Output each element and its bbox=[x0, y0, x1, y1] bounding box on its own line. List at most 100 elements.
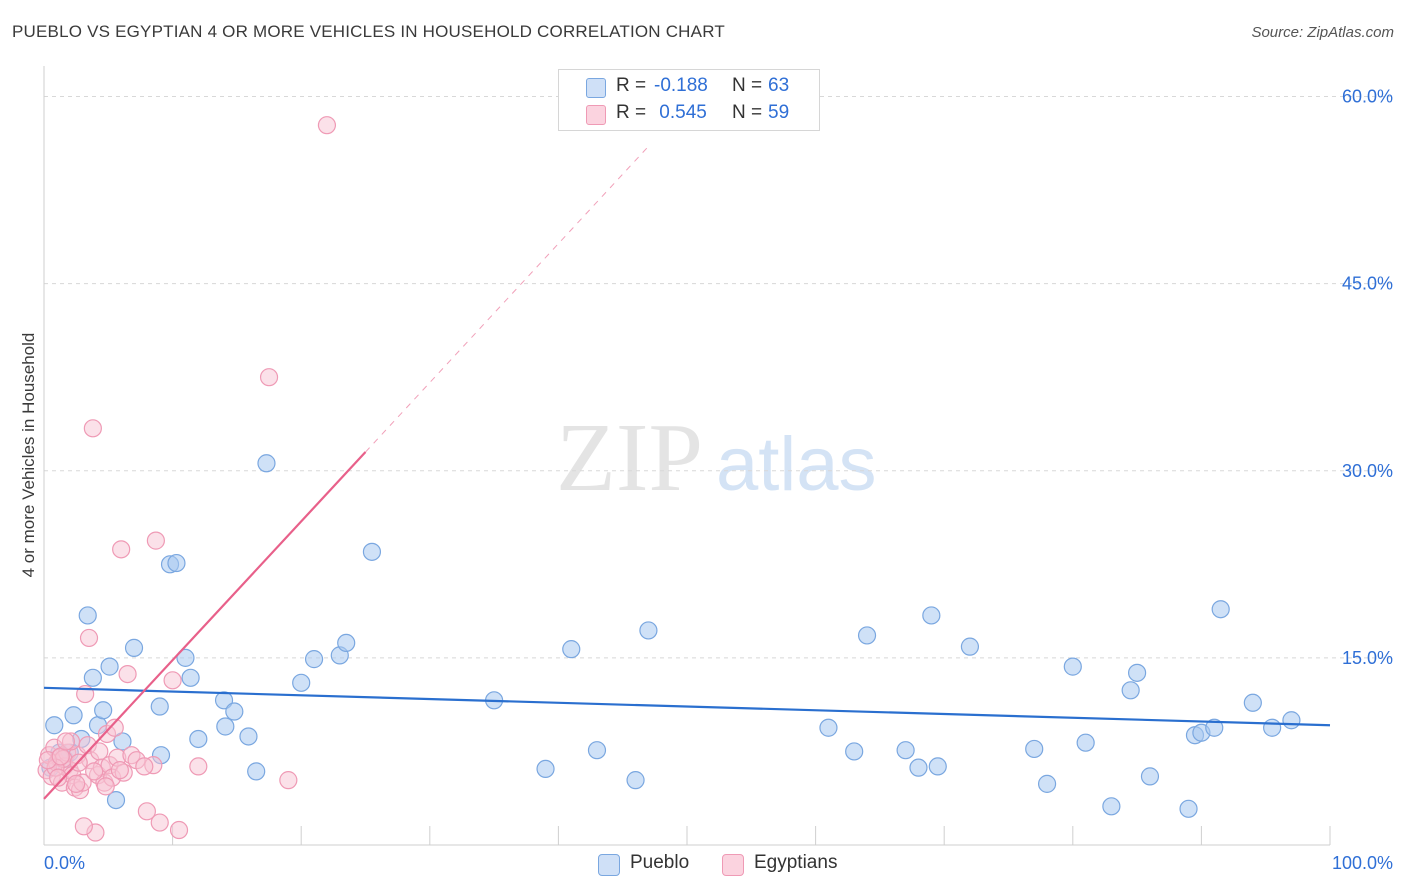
egyptians-point bbox=[317, 116, 337, 135]
egyptians-point bbox=[105, 718, 124, 737]
egyptians-point bbox=[85, 762, 104, 781]
pueblo-point bbox=[1037, 774, 1057, 793]
egyptians-point bbox=[110, 761, 129, 780]
pueblo-point bbox=[181, 668, 200, 687]
pueblo-point bbox=[239, 727, 258, 746]
pueblo-point bbox=[113, 732, 132, 751]
source-label: Source: ZipAtlas.com bbox=[1251, 24, 1394, 41]
pueblo-point bbox=[960, 637, 980, 656]
axes bbox=[43, 66, 1331, 846]
chart-title: PUEBLO VS EGYPTIAN 4 OR MORE VEHICLES IN… bbox=[12, 22, 725, 41]
x-tick-label: 100.0% bbox=[1332, 853, 1393, 873]
egyptians-point bbox=[56, 732, 75, 751]
pueblo-label: Pueblo bbox=[630, 852, 690, 873]
watermark-atlas: atlas bbox=[716, 422, 877, 507]
pueblo-point bbox=[536, 759, 555, 779]
egyptians-point bbox=[135, 757, 154, 776]
pueblo-point bbox=[216, 717, 235, 736]
pueblo-point bbox=[225, 702, 244, 721]
pueblo-point bbox=[1205, 718, 1224, 737]
r-label: R = bbox=[616, 102, 647, 123]
pueblo-point bbox=[1076, 733, 1095, 752]
pueblo-point bbox=[1102, 797, 1121, 816]
pueblo-point bbox=[150, 697, 169, 716]
watermark-zip: ZIP bbox=[556, 404, 703, 512]
pueblo-point bbox=[1127, 663, 1147, 682]
pueblo-point bbox=[1282, 711, 1301, 730]
pueblo-point bbox=[94, 701, 113, 720]
egyptians-point bbox=[279, 771, 298, 790]
pueblo-point bbox=[362, 542, 382, 561]
pueblo-point bbox=[100, 657, 119, 676]
pueblo-point bbox=[922, 606, 941, 625]
stats-legend: R = -0.188 N = 63 R = 0.545 N = 59 bbox=[558, 69, 820, 131]
pueblo-point bbox=[124, 638, 144, 657]
y-tick-label: 15.0% bbox=[1342, 648, 1393, 668]
pueblo-point bbox=[1121, 681, 1140, 700]
pueblo-point bbox=[45, 716, 64, 735]
egyptians-points bbox=[37, 116, 337, 842]
pueblo-swatch bbox=[586, 78, 606, 98]
egyptians-swatch bbox=[586, 105, 606, 125]
egyptians-trendline bbox=[43, 451, 367, 800]
pueblo-point bbox=[626, 771, 645, 790]
pueblo-point bbox=[928, 757, 947, 776]
egyptians-swatch bbox=[722, 854, 744, 876]
tick-labels: 15.0% 30.0% 45.0% 60.0% 0.0% 100.0% bbox=[44, 87, 1393, 874]
pueblo-point bbox=[247, 762, 266, 781]
pueblo-point bbox=[337, 633, 356, 653]
n-label: N = bbox=[732, 102, 763, 123]
egyptians-point bbox=[118, 664, 137, 684]
n-value: 63 bbox=[768, 75, 790, 96]
pueblo-point bbox=[1140, 767, 1160, 786]
pueblo-point bbox=[214, 691, 234, 710]
trendlines bbox=[43, 146, 1331, 800]
pueblo-point bbox=[78, 606, 97, 625]
egyptians-label: Egyptians bbox=[754, 852, 838, 873]
pueblo-point bbox=[1063, 657, 1082, 676]
egyptians-trendline bbox=[365, 146, 649, 453]
pueblo-point bbox=[562, 640, 581, 659]
egyptians-point bbox=[79, 628, 99, 648]
pueblo-point bbox=[1025, 739, 1044, 759]
pueblo-point bbox=[1211, 600, 1230, 619]
r-value: 0.545 bbox=[654, 102, 707, 123]
y-tick-label: 45.0% bbox=[1342, 274, 1393, 294]
egyptians-point bbox=[96, 777, 115, 796]
egyptians-point bbox=[49, 768, 68, 787]
pueblo-trendline bbox=[43, 686, 1331, 727]
egyptians-point bbox=[137, 802, 156, 821]
pueblo-point bbox=[1243, 693, 1262, 712]
pueblo-point bbox=[189, 729, 208, 749]
n-value: 59 bbox=[768, 102, 790, 123]
watermark: ZIP atlas bbox=[556, 404, 877, 512]
pueblo-point bbox=[896, 741, 915, 760]
pueblo-point bbox=[909, 758, 928, 777]
egyptians-point bbox=[83, 419, 102, 438]
y-tick-label: 30.0% bbox=[1342, 461, 1393, 481]
pueblo-point bbox=[257, 454, 276, 473]
egyptians-point bbox=[163, 671, 182, 690]
pueblo-swatch bbox=[598, 854, 620, 876]
pueblo-point bbox=[587, 741, 607, 760]
egyptians-point bbox=[112, 540, 131, 559]
pueblo-point bbox=[64, 706, 83, 725]
egyptians-point bbox=[74, 817, 93, 836]
egyptians-point bbox=[146, 531, 165, 550]
pueblo-point bbox=[292, 673, 311, 692]
x-tick-label: 0.0% bbox=[44, 853, 85, 873]
gridlines bbox=[44, 96, 1392, 659]
pueblo-point bbox=[83, 668, 102, 687]
egyptians-point bbox=[169, 820, 189, 840]
pueblo-point bbox=[1263, 718, 1282, 737]
pueblo-point bbox=[167, 553, 186, 573]
pueblo-point bbox=[304, 650, 324, 669]
egyptians-point bbox=[150, 813, 169, 832]
y-tick-label: 60.0% bbox=[1342, 87, 1393, 107]
pueblo-point bbox=[857, 626, 877, 645]
egyptians-point bbox=[259, 368, 279, 387]
pueblo-point bbox=[176, 648, 195, 667]
r-value: -0.188 bbox=[654, 75, 708, 96]
y-axis-label: 4 or more Vehicles in Household bbox=[19, 333, 38, 578]
